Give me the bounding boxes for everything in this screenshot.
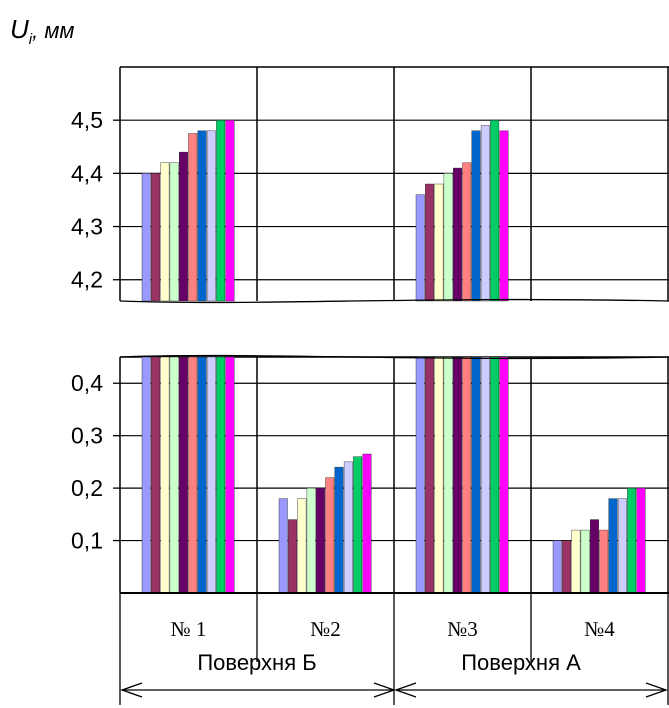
bar-1-series-10-lower bbox=[225, 356, 235, 594]
bar-1-series-9-upper bbox=[216, 119, 226, 302]
upper-tick-label-3: 4,5 bbox=[71, 107, 103, 133]
category-label-1: № 1 bbox=[171, 617, 207, 641]
upper-tick-label-0: 4,2 bbox=[71, 267, 103, 293]
upper-tick-label-1: 4,3 bbox=[71, 214, 103, 240]
bar-2-series-4 bbox=[306, 487, 316, 594]
bar-1-series-7-lower bbox=[197, 356, 207, 594]
bar-1-series-6-upper bbox=[188, 133, 198, 302]
bar-3-series-9-upper bbox=[490, 119, 500, 302]
bar-2-series-2 bbox=[288, 519, 297, 594]
bar-2-series-3 bbox=[297, 498, 307, 594]
bar-1-series-7-upper bbox=[197, 130, 207, 302]
bars-layer bbox=[141, 119, 646, 594]
bar-3-series-3-upper bbox=[434, 183, 444, 302]
group-arrow-right-head-2 bbox=[645, 682, 668, 698]
bar-3-series-3-lower bbox=[434, 356, 444, 594]
bar-2-series-9 bbox=[353, 456, 363, 594]
y-axis-label: Ui, мм bbox=[10, 14, 75, 48]
bar-1-series-9-lower bbox=[216, 356, 226, 594]
axis-break-lower-line bbox=[119, 354, 669, 360]
bar-3-series-1-upper bbox=[415, 194, 425, 302]
bar-4-series-7 bbox=[608, 498, 618, 594]
bar-3-series-5-upper bbox=[453, 167, 462, 302]
bar-3-series-2-lower bbox=[425, 356, 434, 594]
bar-2-series-10 bbox=[362, 453, 372, 594]
bar-3-series-8-upper bbox=[480, 125, 490, 302]
bar-3-series-4-lower bbox=[443, 356, 453, 594]
bar-1-series-5-lower bbox=[178, 356, 188, 594]
y-axis-label-unit: , мм bbox=[32, 18, 74, 43]
bar-4-series-6 bbox=[599, 529, 609, 594]
bar-4-series-3 bbox=[571, 529, 581, 594]
bar-3-series-5-lower bbox=[453, 356, 462, 594]
bar-3-series-1-lower bbox=[415, 356, 425, 594]
group-arrow-left-head-1 bbox=[120, 682, 143, 698]
bar-1-series-4-upper bbox=[169, 162, 179, 302]
bar-1-series-1-lower bbox=[141, 356, 151, 594]
bar-1-series-2-upper bbox=[151, 173, 161, 302]
y-axis-label-symbol: U bbox=[10, 14, 29, 44]
bar-1-series-3-lower bbox=[160, 356, 170, 594]
bar-3-series-6-upper bbox=[462, 162, 472, 302]
y-axis-label-subscript: i bbox=[29, 31, 33, 48]
bar-2-series-8 bbox=[343, 461, 353, 594]
bar-4-series-1 bbox=[552, 540, 562, 594]
bar-3-series-7-upper bbox=[471, 130, 481, 302]
bar-4-series-4 bbox=[580, 529, 590, 594]
bar-1-series-8-upper bbox=[206, 130, 216, 302]
bar-1-series-1-upper bbox=[141, 173, 151, 302]
lower-tick-label-0: 0,1 bbox=[71, 528, 103, 554]
group-label-2: Поверхня А bbox=[461, 650, 581, 675]
bar-2-series-5 bbox=[316, 487, 325, 594]
bar-4-series-9 bbox=[627, 487, 637, 594]
category-label-2: №2 bbox=[310, 617, 341, 641]
bar-1-series-6-lower bbox=[188, 356, 198, 594]
group-arrow-left-head-2 bbox=[394, 682, 417, 698]
bar-4-series-5 bbox=[590, 519, 599, 594]
lower-tick-label-2: 0,3 bbox=[71, 423, 103, 449]
bar-1-series-2-lower bbox=[151, 356, 161, 594]
bar-3-series-4-upper bbox=[443, 173, 453, 302]
group-label-1: Поверхня Б bbox=[197, 650, 316, 675]
lower-tick-label-3: 0,4 bbox=[71, 370, 103, 396]
bar-3-series-10-lower bbox=[499, 356, 509, 594]
bar-2-series-1 bbox=[278, 498, 288, 594]
bar-4-series-2 bbox=[562, 540, 571, 594]
bar-3-series-8-lower bbox=[480, 356, 490, 594]
bar-3-series-9-lower bbox=[490, 356, 500, 594]
axes-layer bbox=[113, 67, 669, 705]
bar-3-series-2-upper bbox=[425, 183, 434, 302]
labels-layer: 4,24,34,44,50,10,20,30,4№ 1 №2 №3 №4Поверхн… bbox=[71, 107, 615, 675]
bar-4-series-8 bbox=[617, 498, 627, 594]
bar-2-series-7 bbox=[334, 466, 344, 594]
upper-tick-label-2: 4,4 bbox=[71, 160, 103, 186]
group-arrow-right-head-1 bbox=[373, 682, 396, 698]
lower-tick-label-1: 0,2 bbox=[71, 475, 103, 501]
axis-break-upper-line bbox=[119, 298, 669, 304]
bar-3-series-10-upper bbox=[499, 130, 509, 302]
bar-3-series-7-lower bbox=[471, 356, 481, 594]
bar-1-series-5-upper bbox=[178, 151, 188, 302]
bar-2-series-6 bbox=[325, 477, 335, 594]
bar-1-series-8-lower bbox=[206, 356, 216, 594]
category-label-3: №3 bbox=[447, 617, 478, 641]
category-label-4: №4 bbox=[584, 617, 615, 641]
bar-1-series-10-upper bbox=[225, 119, 235, 302]
bar-3-series-6-lower bbox=[462, 356, 472, 594]
bar-1-series-4-lower bbox=[169, 356, 179, 594]
bar-4-series-10 bbox=[636, 487, 646, 594]
bar-1-series-3-upper bbox=[160, 162, 170, 302]
